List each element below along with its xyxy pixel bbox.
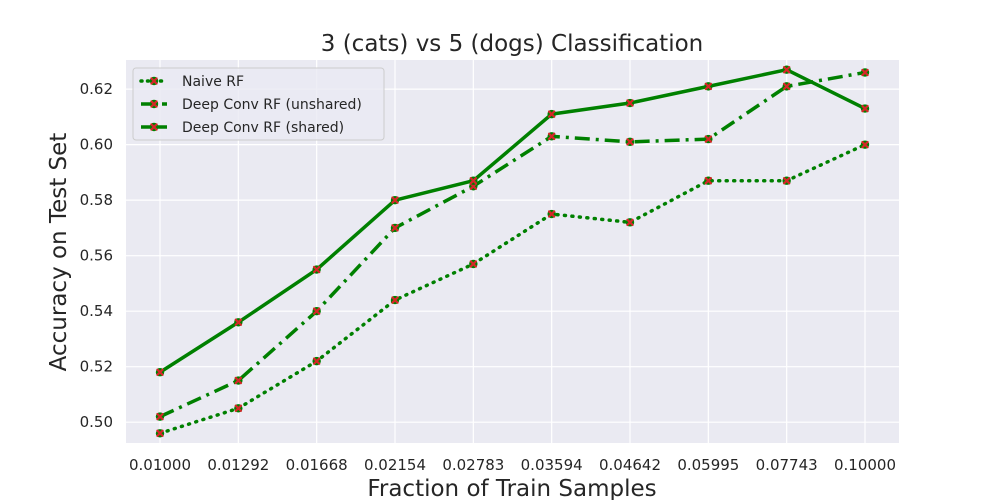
series-line	[159, 70, 866, 419]
data-point	[155, 429, 165, 438]
legend-label: Deep Conv RF (shared)	[182, 120, 344, 136]
series-deep-conv-rf-shared	[155, 65, 870, 377]
y-tick-label: 0.54	[80, 302, 113, 320]
data-point	[155, 368, 165, 377]
data-point	[782, 176, 791, 185]
data-point	[782, 65, 791, 74]
data-point	[547, 209, 556, 219]
y-tick-label: 0.60	[80, 136, 113, 154]
x-tick-label: 0.01668	[286, 456, 348, 474]
data-point	[155, 412, 165, 421]
data-point	[704, 82, 713, 91]
data-point	[860, 68, 870, 77]
legend: Naive RF Deep Conv RF (unshared) Deep Conv…	[132, 67, 385, 141]
data-point	[234, 318, 243, 327]
series-layer	[155, 65, 870, 438]
x-tick-label: 0.10000	[834, 456, 896, 474]
data-point	[704, 176, 713, 185]
legend-marker	[149, 99, 159, 109]
y-axis-label: Accuracy on Test Set	[46, 133, 72, 372]
series-line	[158, 142, 867, 436]
chart-title: 3 (cats) vs 5 (dogs) Classification	[321, 31, 704, 57]
legend-box	[132, 67, 385, 141]
y-tick-label: 0.62	[80, 80, 113, 98]
x-tick-label: 0.01292	[207, 456, 269, 474]
data-point	[312, 265, 321, 274]
legend-label: Naive RF	[182, 74, 244, 90]
data-point	[547, 109, 556, 119]
x-tick-label: 0.04642	[599, 456, 661, 474]
x-tick-labels: 0.01000 0.01292 0.01668 0.02154 0.02783 0.035…	[129, 456, 896, 474]
data-point	[469, 176, 478, 185]
y-tick-labels: 0.50 0.52 0.54 0.56 0.58 0.60 0.62	[80, 80, 113, 431]
x-tick-label: 0.03594	[521, 456, 583, 474]
data-point	[390, 195, 400, 205]
series-line	[159, 67, 866, 374]
data-point	[547, 132, 556, 141]
data-point	[625, 218, 635, 227]
data-point	[234, 376, 243, 385]
x-tick-label: 0.01000	[129, 456, 191, 474]
data-point	[625, 98, 635, 108]
data-point	[390, 223, 400, 233]
y-tick-label: 0.52	[80, 358, 113, 376]
x-tick-label: 0.02154	[364, 456, 426, 474]
series-naive-rf	[155, 140, 870, 438]
legend-marker	[149, 122, 159, 132]
data-point	[860, 104, 870, 113]
legend-entry: Deep Conv RF (shared)	[141, 120, 344, 136]
data-point	[312, 356, 321, 366]
legend-entry: Naive RF	[139, 74, 244, 90]
y-tick-label: 0.58	[80, 191, 113, 209]
legend-label: Deep Conv RF (unshared)	[182, 97, 362, 113]
x-tick-label: 0.05995	[677, 456, 739, 474]
y-tick-label: 0.50	[80, 413, 113, 431]
data-point	[704, 134, 713, 144]
data-point	[469, 259, 478, 269]
x-tick-label: 0.02783	[442, 456, 504, 474]
data-point	[625, 137, 635, 147]
y-tick-label: 0.56	[80, 247, 113, 265]
data-point	[860, 140, 870, 149]
legend-marker	[149, 76, 159, 86]
legend-entry: Deep Conv RF (unshared)	[141, 97, 362, 113]
x-axis-label: Fraction of Train Samples	[367, 476, 656, 500]
data-point	[390, 295, 400, 305]
x-tick-label: 0.07743	[756, 456, 818, 474]
data-point	[234, 404, 243, 413]
data-point	[782, 82, 791, 91]
data-point	[312, 306, 321, 316]
